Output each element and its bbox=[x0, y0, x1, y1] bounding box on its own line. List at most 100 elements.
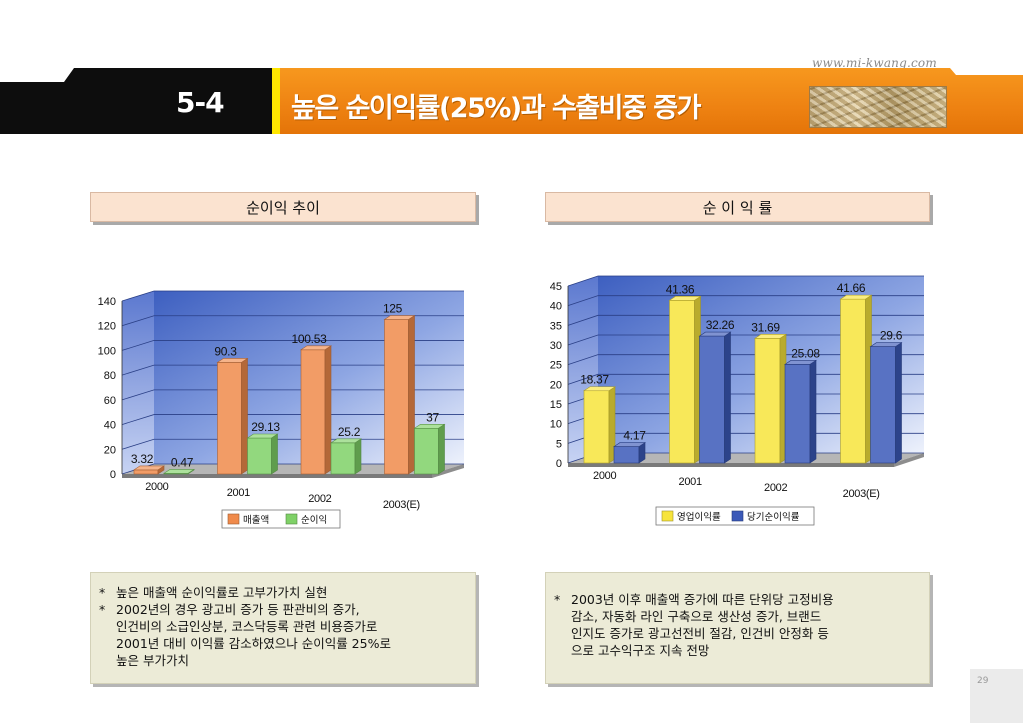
gridline bbox=[121, 414, 464, 425]
y-tick-label: 0 bbox=[110, 469, 116, 481]
chart-floor-edge bbox=[432, 464, 464, 478]
bar-top bbox=[698, 331, 732, 337]
y-tick-label: 100 bbox=[98, 345, 116, 357]
bar-side bbox=[895, 342, 902, 464]
y-tick-label: 35 bbox=[550, 320, 562, 332]
data-label: 37 bbox=[426, 410, 439, 424]
bar-side bbox=[271, 433, 278, 475]
y-tick-label: 60 bbox=[104, 395, 116, 407]
note-item-continued: 으로 고수익구조 지속 전망 bbox=[554, 642, 921, 659]
bar-top bbox=[300, 345, 332, 351]
data-label: 32.26 bbox=[706, 318, 735, 332]
legend-label: 당기순이익률 bbox=[747, 511, 800, 523]
chart-floor bbox=[122, 464, 464, 474]
page-title: 높은 순이익률(25%)과 수출비중 증가 bbox=[291, 93, 701, 124]
x-tick-label: 2001 bbox=[679, 476, 702, 488]
y-tick-label: 20 bbox=[104, 444, 116, 456]
legend-box bbox=[221, 509, 341, 529]
note-text: 감소, 자동화 라인 구축으로 생산성 증가, 브랜드 bbox=[571, 609, 822, 624]
note-text: 높은 부가가치 bbox=[116, 653, 189, 668]
chart-floor bbox=[568, 453, 924, 463]
gridline bbox=[567, 295, 924, 307]
bar-top bbox=[163, 469, 195, 474]
data-label: 90.3 bbox=[214, 344, 237, 358]
y-tick-label: 20 bbox=[550, 379, 562, 391]
bar-top bbox=[784, 360, 817, 365]
gridline bbox=[567, 334, 924, 346]
page-number-box bbox=[970, 669, 1023, 723]
section-number: 5-4 bbox=[176, 86, 225, 119]
bar-front bbox=[133, 469, 159, 475]
x-tick-label: 2000 bbox=[145, 481, 168, 493]
banner-divider bbox=[272, 68, 280, 134]
gridline bbox=[121, 364, 464, 376]
bar-front bbox=[613, 446, 640, 464]
note-text: 2003년 이후 매출액 증가에 따른 단위당 고정비용 bbox=[571, 592, 834, 607]
bar-top bbox=[383, 315, 416, 320]
bar-front bbox=[217, 362, 242, 475]
data-label: 25.2 bbox=[338, 425, 361, 439]
bar-side bbox=[438, 423, 445, 475]
data-label: 25.08 bbox=[791, 346, 820, 360]
money-image bbox=[809, 86, 947, 128]
bar-front bbox=[300, 349, 326, 475]
note-item-continued: 감소, 자동화 라인 구축으로 생산성 증가, 브랜드 bbox=[554, 608, 921, 625]
data-label: 41.66 bbox=[837, 281, 866, 295]
net-profit-rate-chart: 0 5 10 15 20 25 30 35 40 45 18.37 4.17 2000 41.36 32.2… bbox=[550, 275, 924, 526]
bar-top bbox=[330, 438, 362, 444]
y-tick-label: 30 bbox=[550, 340, 562, 352]
x-tick-label: 2002 bbox=[764, 482, 787, 494]
bar-front bbox=[247, 437, 272, 475]
note-item-continued: 인건비의 소급인상분, 코스닥등록 관련 비용증가로 bbox=[99, 618, 467, 635]
x-tick-label: 2000 bbox=[593, 470, 616, 482]
bar-top bbox=[869, 342, 903, 347]
bar-front bbox=[384, 319, 409, 475]
legend-label: 영업이익률 bbox=[677, 511, 721, 523]
chart-floor-edge bbox=[894, 453, 924, 467]
gridline bbox=[567, 275, 924, 287]
gridline bbox=[121, 340, 464, 351]
y-tick-label: 10 bbox=[550, 419, 562, 431]
data-label: 100.53 bbox=[292, 332, 328, 346]
bar-top bbox=[216, 358, 249, 363]
y-tick-label: 40 bbox=[104, 420, 116, 432]
bar-top bbox=[133, 465, 165, 471]
note-item-continued: 2001년 대비 이익률 감소하였으나 순이익률 25%로 bbox=[99, 635, 467, 652]
x-tick-label: 2003(E) bbox=[383, 499, 420, 511]
gridline bbox=[567, 314, 924, 326]
website-url: www.mi-kwang.com bbox=[812, 56, 937, 70]
page-number: 29 bbox=[977, 676, 989, 686]
bar-side bbox=[408, 314, 415, 475]
y-tick-label: 15 bbox=[550, 399, 562, 411]
net-profit-rate-header: 순 이 익 률 bbox=[545, 192, 930, 222]
bar-side bbox=[354, 438, 362, 475]
legend-swatch bbox=[285, 513, 298, 525]
chart-floor-edge bbox=[122, 474, 432, 478]
note-text: 2001년 대비 이익률 감소하였으나 순이익률 25%로 bbox=[116, 636, 391, 651]
x-tick-label: 2001 bbox=[227, 487, 250, 499]
x-tick-label: 2003(E) bbox=[843, 488, 880, 500]
gridline bbox=[121, 389, 464, 401]
banner-notch bbox=[950, 68, 1023, 75]
data-label: 4.17 bbox=[623, 429, 646, 443]
chart-side-wall bbox=[122, 291, 154, 474]
bar-side bbox=[724, 331, 731, 464]
net-profit-rate-title: 순 이 익 률 bbox=[702, 198, 773, 217]
bar-side bbox=[324, 345, 332, 475]
data-label: 18.37 bbox=[580, 373, 609, 387]
y-tick-label: 80 bbox=[104, 370, 116, 382]
data-label: 29.6 bbox=[880, 329, 903, 343]
note-item: * 2003년 이후 매출액 증가에 따른 단위당 고정비용 bbox=[554, 592, 834, 607]
gridline bbox=[121, 315, 464, 327]
gridline bbox=[567, 354, 924, 366]
bar-front bbox=[699, 335, 725, 464]
right-note-box: * 2003년 이후 매출액 증가에 따른 단위당 고정비용 감소, 자동화 라인… bbox=[545, 572, 930, 684]
bar-front bbox=[583, 390, 610, 464]
data-label: 31.69 bbox=[751, 320, 780, 334]
bar-side bbox=[241, 357, 248, 475]
y-tick-label: 5 bbox=[556, 438, 562, 450]
net-profit-trend-title: 순이익 추이 bbox=[246, 198, 320, 217]
note-text: 인건비의 소급인상분, 코스닥등록 관련 비용증가로 bbox=[116, 619, 378, 634]
bar-top bbox=[583, 386, 616, 392]
